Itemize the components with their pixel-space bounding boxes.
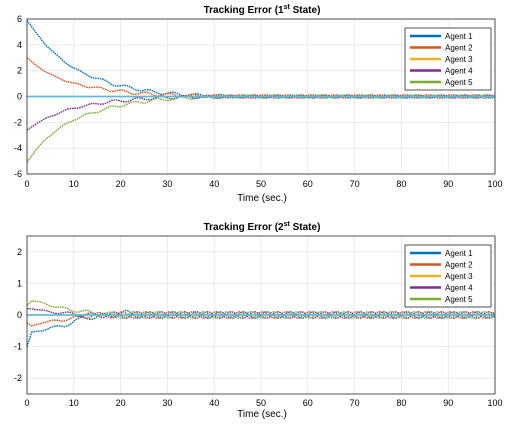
x-tick-label: 10: [69, 398, 79, 408]
legend: Agent 1 Agent 2 Agent 3 Agent 4 Agent 5: [404, 27, 492, 91]
chart-panel-1: Tracking Error (1st State) Time (sec.) 0…: [14, 4, 503, 204]
axes-box: [26, 235, 496, 395]
y-tick-label: -4: [14, 143, 22, 153]
x-tick-label: 0: [24, 398, 29, 408]
x-tick-label: 90: [443, 398, 453, 408]
chart-title-1: Tracking Error (1st State): [204, 4, 321, 16]
legend-label-agent-2: Agent 2: [445, 261, 473, 270]
y-tick-label: -2: [14, 117, 22, 127]
y-tick-label: 0: [17, 92, 22, 102]
x-axis-label-2: Time (sec.): [237, 409, 287, 420]
series-lines: [26, 300, 496, 347]
x-tick-label: 80: [396, 179, 406, 189]
x-tick-label: 10: [69, 179, 79, 189]
series-lines: [26, 19, 496, 163]
x-tick-label: 100: [487, 398, 502, 408]
axes-box: [26, 18, 496, 175]
x-tick-label: 50: [256, 179, 266, 189]
x-tick-label: 80: [396, 398, 406, 408]
chart-title-2: Tracking Error (2st State): [204, 221, 321, 233]
y-tick-label: 1: [17, 278, 22, 288]
x-tick-label: 40: [209, 179, 219, 189]
x-tick-label: 30: [162, 179, 172, 189]
x-axis-label-1: Time (sec.): [237, 193, 287, 204]
x-tick-label: 90: [443, 179, 453, 189]
series-line-agent-2: [26, 57, 496, 99]
legend-label-agent-3: Agent 3: [445, 272, 473, 281]
legend-label-agent-3: Agent 3: [445, 55, 473, 64]
legend-label-agent-1: Agent 1: [445, 32, 473, 41]
x-tick-label: 70: [350, 179, 360, 189]
x-tick-label: 60: [303, 179, 313, 189]
x-tick-label: 30: [162, 398, 172, 408]
x-tick-label: 40: [209, 398, 219, 408]
y-tick-label: -6: [14, 169, 22, 179]
legend-label-agent-4: Agent 4: [445, 284, 473, 293]
legend: Agent 1 Agent 2 Agent 3 Agent 4 Agent 5: [404, 244, 492, 308]
x-tick-label: 70: [350, 398, 360, 408]
legend-label-agent-5: Agent 5: [445, 295, 473, 304]
chart-panel-2: Tracking Error (2st State) Time (sec.) 0…: [14, 221, 503, 420]
legend-label-agent-1: Agent 1: [445, 249, 473, 258]
legend-label-agent-2: Agent 2: [445, 44, 473, 53]
series-line-agent-4: [26, 94, 496, 131]
y-tick-label: 2: [17, 66, 22, 76]
series-line-agent-5: [26, 94, 496, 163]
y-tick-label: 0: [17, 310, 22, 320]
x-tick-label: 100: [487, 179, 502, 189]
y-tick-label: -2: [14, 373, 22, 383]
series-line-agent-5: [26, 300, 496, 319]
x-tick-label: 50: [256, 398, 266, 408]
legend-label-agent-5: Agent 5: [445, 78, 473, 87]
x-tick-label: 0: [24, 179, 29, 189]
y-tick-label: -1: [14, 342, 22, 352]
x-tick-label: 20: [116, 179, 126, 189]
x-tick-label: 60: [303, 398, 313, 408]
legend-label-agent-4: Agent 4: [445, 67, 473, 76]
y-tick-label: 2: [17, 247, 22, 257]
y-tick-label: 6: [17, 14, 22, 24]
x-tick-label: 20: [116, 398, 126, 408]
y-tick-label: 4: [17, 40, 22, 50]
